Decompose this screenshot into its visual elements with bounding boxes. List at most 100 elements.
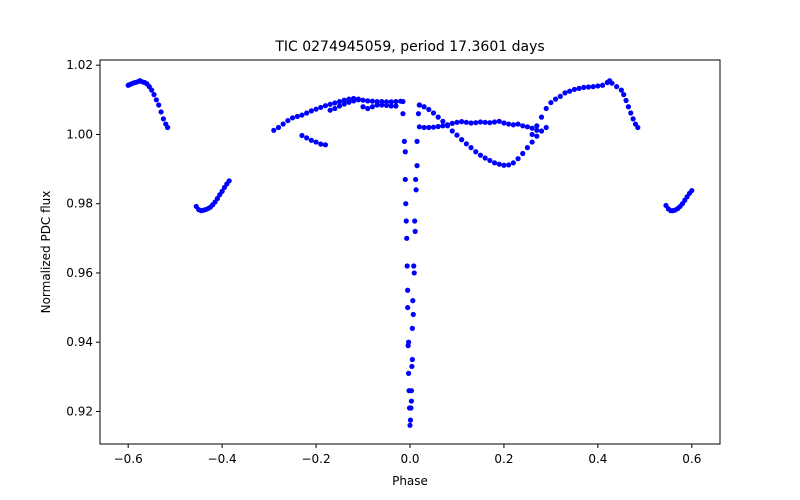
data-point-right-descending-band [454,132,460,138]
data-point-right-hump [621,92,627,98]
data-point-right-hump [628,110,634,116]
data-point-right-hump [630,116,636,122]
data-point-primary-eclipse [405,370,412,376]
data-point-left-edge-arc [165,124,171,131]
data-point-left-rising-band [369,98,376,104]
data-point-left-falling-band [313,139,319,145]
data-point-left-rising-band [327,101,333,107]
data-point-right-hump [543,105,549,112]
data-point-right-hump [557,93,563,99]
plot-area [100,60,720,444]
data-point-left-falling-band [299,132,305,139]
data-point-right-hump [625,104,632,110]
data-point-left-edge-arc [151,92,157,98]
x-tick-label: −0.2 [301,452,330,466]
data-point-primary-eclipse [413,176,419,183]
data-point-left-rising-band [332,100,338,106]
data-point-right-flat-band [520,123,526,129]
data-point-right-flat-band [501,120,507,126]
data-point-left-rising-band [322,103,329,109]
data-point-right-flat-band [496,118,502,124]
data-point-right-hump [576,85,582,91]
data-point-left-edge-arc [149,87,155,93]
x-tick-label: −0.4 [208,452,237,466]
data-point-right-descending-band [463,141,469,147]
data-point-right-flat-band [482,119,488,125]
data-point-primary-eclipse [405,287,411,293]
data-point-left-rising-band [400,98,406,105]
data-point-right-hump [553,96,559,102]
data-point-left-rising-band [313,106,319,112]
data-point-primary-eclipse [409,363,415,370]
x-tick-label: 0.4 [588,452,607,466]
data-point-primary-eclipse [403,218,409,224]
data-point-left-falling-band [341,101,347,107]
data-point-primary-eclipse [410,298,416,304]
data-point-left-rising-band [393,98,399,105]
y-tick-label: 1.02 [66,58,93,72]
data-point-right-flat-band [444,122,451,128]
data-point-left-rising-band [336,98,343,105]
data-point-right-flat-band [468,120,474,126]
data-point-right-flat-band [449,120,455,126]
data-point-primary-eclipse [411,270,417,276]
data-point-right-hump [534,123,540,129]
data-point-right-flat-band [421,124,427,131]
data-point-primary-eclipse [414,163,420,169]
data-point-left-edge-arc [160,116,167,122]
data-point-right-hump [581,84,587,90]
y-tick-label: 1.00 [66,127,93,141]
data-point-right-hump [538,114,545,120]
data-point-primary-eclipse [410,311,416,318]
data-point-primary-eclipse [405,339,412,345]
data-point-right-descending-band [506,162,512,168]
data-point-right-descending-band [515,156,521,162]
data-point-right-hump [618,87,624,93]
data-point-right-flat-band [477,119,484,125]
data-point-right-descending-band [501,162,507,168]
data-point-right-descending-band [416,102,422,108]
data-point-primary-eclipse [402,149,408,155]
chart-title: TIC 0274945059, period 17.3601 days [274,39,544,55]
data-point-left-rising-band [294,113,300,120]
data-point-primary-eclipse [413,187,419,193]
data-point-right-flat-band [529,125,535,131]
data-point-right-descending-band [477,152,484,158]
data-point-right-descending-band [496,161,502,167]
data-point-primary-eclipse [412,228,418,234]
data-point-primary-eclipse [405,304,411,311]
x-tick-label: 0.2 [494,452,513,466]
y-tick-label: 0.96 [66,266,93,280]
data-point-left-falling-band [308,137,314,143]
data-point-primary-eclipse [407,422,413,428]
data-point-right-hump [562,90,568,96]
data-point-primary-eclipse [415,111,422,117]
data-point-right-descending-band [529,139,535,145]
data-point-left-falling-band [304,135,310,141]
data-point-right-descending-band [487,157,493,164]
data-point-left-edge-arc [156,102,162,108]
data-point-left-rising-band [289,115,296,121]
x-tick-label: −0.6 [114,452,143,466]
y-tick-label: 0.92 [66,404,93,418]
data-point-right-descending-band [449,128,455,134]
data-point-right-descending-band [538,128,545,134]
data-points [125,78,695,428]
data-point-primary-eclipse [407,417,414,423]
x-axis-label: Phase [392,474,428,488]
data-point-left-rising-band [275,124,282,131]
data-point-right-hump [571,86,577,93]
data-point-left-falling-band [365,105,371,112]
data-point-right-flat-band [515,121,521,127]
data-point-left-edge-arc [153,97,159,103]
data-point-left-falling-band [393,103,399,109]
data-point-left-falling-band [322,142,329,148]
data-point-primary-eclipse [400,111,406,117]
data-point-right-descending-band [421,104,427,110]
data-point-right-hump [529,131,535,138]
x-tick-label: 0.6 [682,452,701,466]
data-point-left-falling-band [360,104,366,110]
data-point-right-flat-band [463,119,469,125]
data-point-right-flat-band [416,124,422,130]
